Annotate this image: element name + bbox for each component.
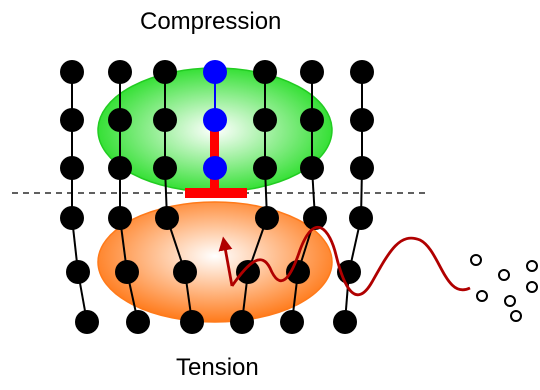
lattice-atom <box>180 310 204 334</box>
extra-half-plane-atom <box>203 156 227 180</box>
lattice-atom <box>300 156 324 180</box>
lattice-atom <box>350 108 374 132</box>
lattice-atom <box>255 206 279 230</box>
lattice-atom <box>108 60 132 84</box>
lattice-atom <box>108 108 132 132</box>
lattice-atom <box>349 206 373 230</box>
lattice-atom <box>60 206 84 230</box>
lattice-atom <box>300 60 324 84</box>
lattice-atom <box>153 108 177 132</box>
lattice-atom <box>153 60 177 84</box>
lattice-atom <box>230 310 254 334</box>
lattice-atom <box>300 108 324 132</box>
lattice-atom <box>126 310 150 334</box>
lattice-atom <box>115 260 139 284</box>
lattice-atom <box>155 206 179 230</box>
compression-label: Compression <box>140 8 281 36</box>
extra-half-plane-atom <box>203 60 227 84</box>
lattice-atom <box>350 60 374 84</box>
lattice-atom <box>350 156 374 180</box>
lattice-atom <box>253 60 277 84</box>
lattice-atom <box>253 156 277 180</box>
lattice-atom <box>66 260 90 284</box>
lattice-atom <box>60 108 84 132</box>
tension-label: Tension <box>176 354 259 382</box>
lattice-atom <box>173 260 197 284</box>
extra-half-plane-atom <box>203 108 227 132</box>
lattice-atom <box>280 310 304 334</box>
lattice-atom <box>108 156 132 180</box>
lattice-atom <box>75 310 99 334</box>
lattice-atom <box>333 310 357 334</box>
lattice-atom <box>60 156 84 180</box>
lattice-atom <box>60 60 84 84</box>
lattice-atom <box>253 108 277 132</box>
lattice-atom <box>153 156 177 180</box>
vacancy-particles <box>471 255 537 321</box>
lattice-atom <box>108 206 132 230</box>
lattice-atom <box>236 260 260 284</box>
